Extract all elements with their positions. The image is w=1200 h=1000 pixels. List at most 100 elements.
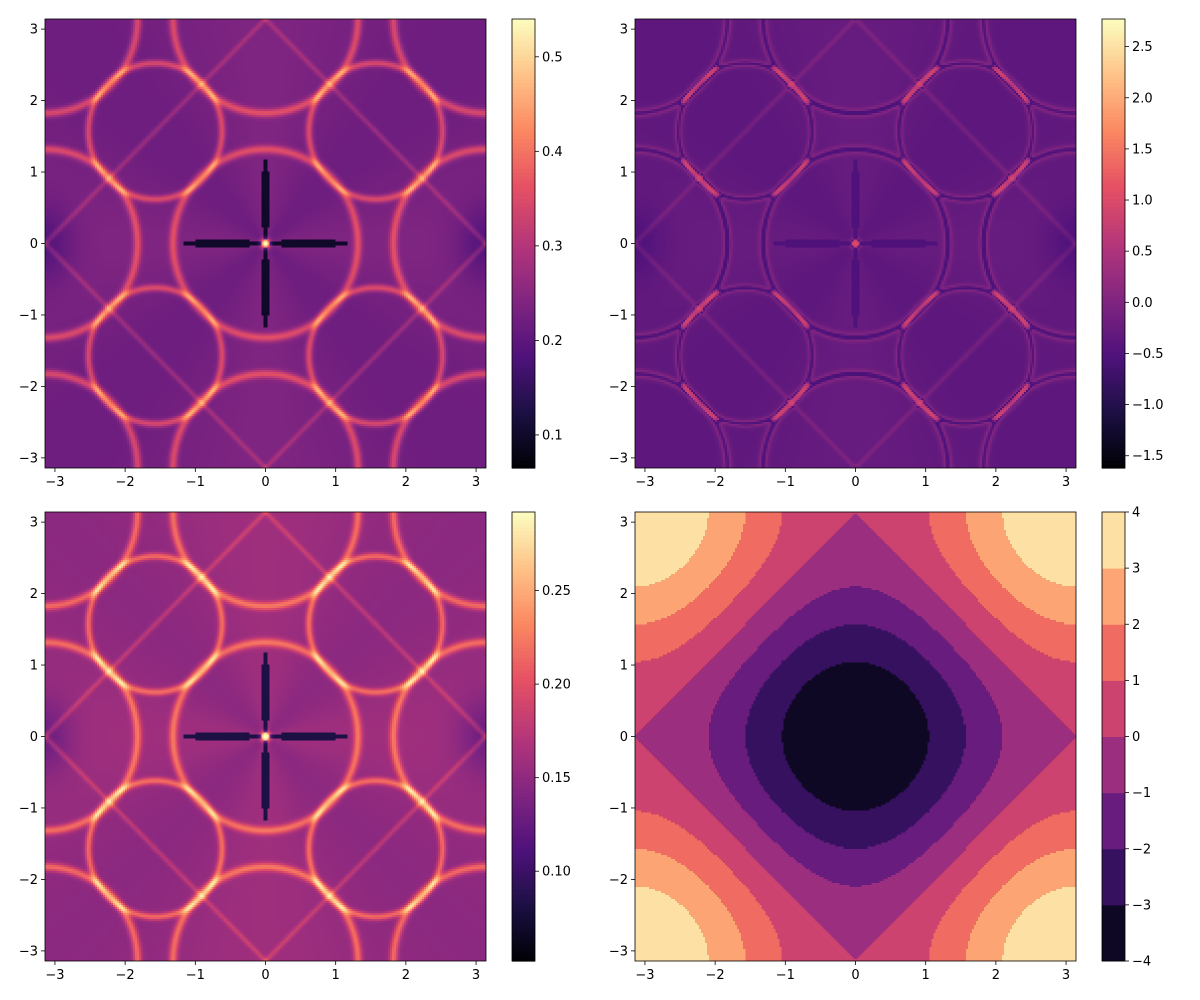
colorbar-segment	[512, 460, 535, 465]
colorbar-segment	[512, 818, 535, 824]
colorbar-segment	[1102, 236, 1125, 241]
colorbar-segment	[512, 680, 535, 685]
colorbar-tick-label: 0.20	[542, 678, 571, 693]
colorbar-segment	[512, 931, 535, 936]
colorbar-segment	[512, 568, 535, 573]
colorbar-segment	[512, 751, 535, 756]
colorbar-segment	[512, 164, 535, 170]
colorbar-segment	[1102, 453, 1125, 458]
colorbar-segment	[512, 845, 535, 850]
colorbar-segment	[512, 284, 535, 289]
colorbar-segment	[512, 363, 535, 368]
y-tick-label: −1	[19, 801, 38, 816]
colorbar-segment	[512, 265, 535, 271]
colorbar-segment	[512, 758, 535, 764]
colorbar-segment	[512, 560, 535, 565]
y-tick-label: −3	[609, 451, 628, 466]
colorbar-segment	[1102, 176, 1125, 181]
colorbar-segment	[512, 601, 535, 607]
colorbar-segment	[512, 179, 535, 185]
colorbar-segment	[512, 33, 535, 39]
x-tick-label: 2	[992, 968, 1000, 983]
y-tick-label: −2	[19, 873, 38, 888]
colorbar-segment	[512, 721, 535, 726]
colorbar-segment	[512, 725, 535, 730]
colorbar-segment	[512, 396, 535, 402]
colorbar-segment	[1102, 284, 1125, 289]
y-tick-label: 3	[30, 23, 38, 38]
colorbar-segment	[1102, 30, 1125, 35]
colorbar-segment	[512, 512, 535, 517]
colorbar-segment	[512, 946, 535, 951]
colorbar-segment	[512, 314, 535, 319]
colorbar-segment	[1102, 217, 1125, 222]
colorbar-segment	[1102, 355, 1125, 361]
colorbar-tick-label: 1.0	[1132, 194, 1153, 209]
colorbar-segment	[1102, 310, 1125, 316]
colorbar-segment	[512, 434, 535, 439]
colorbar-segment	[1102, 41, 1125, 46]
y-tick-label: 3	[620, 516, 628, 531]
colorbar-tick-label: 1	[1132, 674, 1140, 689]
colorbar-tick-label: 0.1	[542, 428, 563, 443]
colorbar-segment	[1102, 265, 1125, 271]
y-tick-label: 2	[620, 587, 628, 602]
colorbar-segment	[512, 400, 535, 405]
colorbar-segment	[512, 777, 535, 782]
colorbar-segment	[1102, 404, 1125, 409]
colorbar-band	[1102, 512, 1125, 569]
colorbar-segment	[512, 224, 535, 230]
colorbar-segment	[512, 916, 535, 921]
colorbar-segment	[512, 221, 535, 226]
x-tick-label: 2	[402, 968, 410, 983]
colorbar-segment	[1102, 333, 1125, 338]
colorbar-tick-label: 0.3	[542, 239, 563, 254]
colorbar-segment	[512, 743, 535, 749]
colorbar-segment	[512, 142, 535, 147]
colorbar-segment	[1102, 56, 1125, 61]
x-tick-label: −3	[635, 968, 654, 983]
colorbar-segment	[512, 650, 535, 655]
colorbar-segment	[1102, 97, 1125, 102]
colorbar-segment	[512, 456, 535, 462]
colorbar-segment	[1102, 52, 1125, 58]
colorbar-segment	[1102, 78, 1125, 84]
colorbar-segment	[512, 48, 535, 54]
colorbar-segment	[512, 642, 535, 648]
colorbar-segment	[512, 172, 535, 177]
colorbar-segment	[512, 239, 535, 245]
colorbar-segment	[1102, 303, 1125, 308]
colorbar-segment	[512, 206, 535, 211]
colorbar-segment	[512, 897, 535, 902]
x-tick-label: −3	[635, 475, 654, 490]
x-tick-label: −3	[45, 968, 64, 983]
colorbar-segment	[512, 852, 535, 857]
colorbar-segment	[512, 90, 535, 95]
y-tick-label: 0	[620, 730, 628, 745]
panel-top-left: −3 −2 −1 0 1 2 3 −3 −2 −1 0 1 2 3 0.1 0.2 0.3 0.4 0.5	[19, 18, 563, 490]
colorbar-segment	[512, 594, 535, 599]
colorbar-segment	[512, 232, 535, 237]
colorbar-segment	[512, 329, 535, 334]
colorbar-segment	[512, 191, 535, 196]
y-tick-label: 0	[30, 237, 38, 252]
colorbar-segment	[1102, 101, 1125, 106]
y-tick-label: 0	[620, 237, 628, 252]
colorbar-segment	[512, 553, 535, 558]
colorbar-segment	[512, 127, 535, 132]
colorbar-tick-label: 0.25	[542, 584, 571, 599]
x-tick-label: −1	[186, 475, 205, 490]
colorbar-band	[1102, 904, 1125, 962]
x-tick-label: 3	[1062, 968, 1070, 983]
colorbar-segment	[512, 254, 535, 260]
colorbar-segment	[512, 583, 535, 588]
colorbar-segment	[512, 586, 535, 592]
colorbar-segment	[512, 250, 535, 256]
y-tick-label: 1	[620, 166, 628, 181]
colorbar-segment	[1102, 93, 1125, 99]
colorbar-segment	[512, 63, 535, 69]
colorbar-segment	[1102, 396, 1125, 402]
colorbar-segment	[512, 19, 535, 24]
colorbar-segment	[1102, 71, 1125, 76]
colorbar-segment	[1102, 438, 1125, 443]
